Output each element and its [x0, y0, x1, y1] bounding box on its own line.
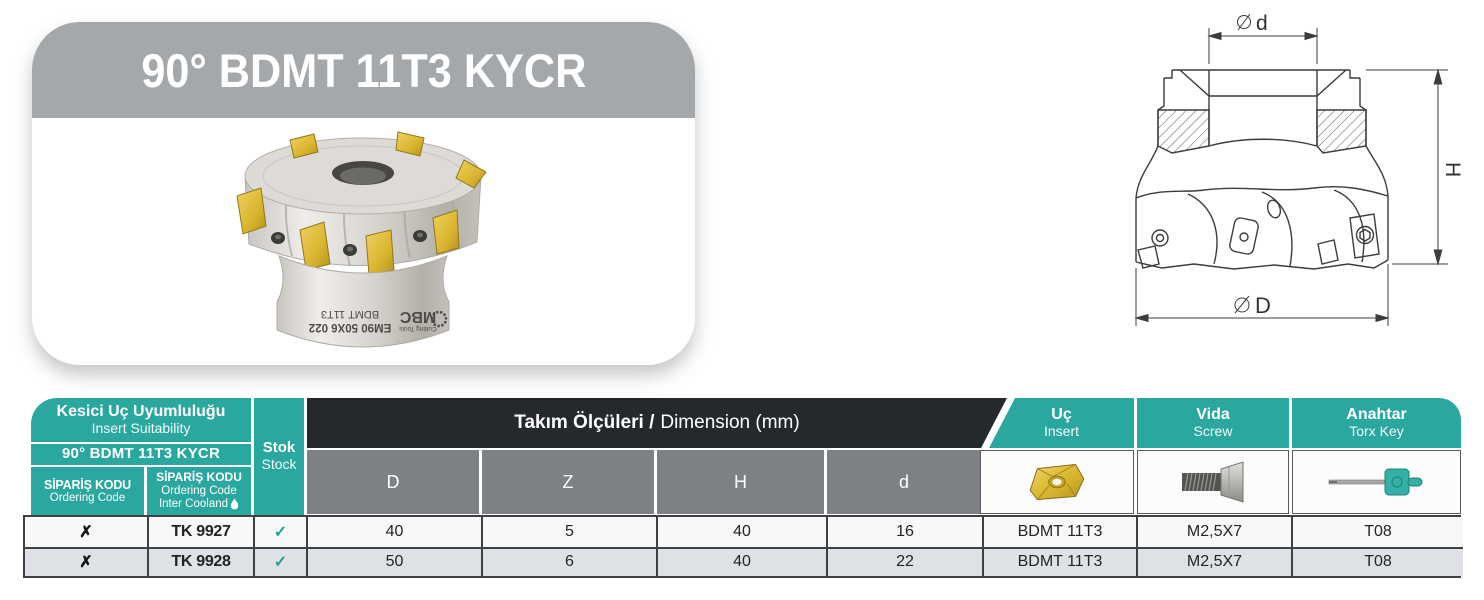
torx-key-photo [1328, 468, 1422, 496]
header-ordering-code: SİPARİŞ KODU Ordering Code [31, 467, 144, 515]
cell-H: 40 [656, 546, 826, 576]
cell-screw: M2,5X7 [1136, 546, 1291, 576]
logo-text: MBC [399, 308, 436, 325]
technical-drawing: d D H [1134, 12, 1464, 326]
cell-d: 22 [826, 546, 982, 576]
cell-insert: BDMT 11T3 [982, 546, 1136, 576]
cell-stock: ✓ [253, 546, 306, 576]
cell-suitability: ✗ [25, 517, 147, 547]
cell-D: 40 [306, 517, 481, 547]
header-dimensions: Takım Ölçüleri / Dimension (mm) [307, 398, 1007, 448]
header-product-code: 90° BDMT 11T3 KYCR [31, 444, 251, 465]
col-H-label: H [734, 471, 747, 492]
cell-Z: 6 [481, 546, 656, 576]
milling-cutter-photo: EM90 50X6 022 BDMT 11T3 Cutting Tools MB… [236, 131, 487, 348]
header-insert: Uç Insert [989, 398, 1134, 448]
marking-insert: BDMT 11T3 [321, 308, 379, 320]
screw-tr: Vida [1196, 406, 1230, 424]
logo-sub: Cutting Tools [399, 325, 437, 332]
header-screw: Vida Screw [1137, 398, 1289, 448]
stock-en: Stock [261, 456, 297, 473]
cell-Z: 5 [481, 517, 656, 547]
coolant-drop-icon [230, 498, 239, 510]
cell-torx-key: T08 [1291, 517, 1463, 547]
product-title-banner: 90° BDMT 11T3 KYCR [32, 22, 695, 118]
col-D-label: D [386, 471, 400, 492]
torx-key-en: Torx Key [1349, 423, 1404, 440]
insert-photo-cell [980, 450, 1134, 514]
col-Z-label: Z [562, 471, 574, 492]
product-code-text: 90° BDMT 11T3 KYCR [62, 445, 220, 463]
header-stock: Stok Stock [254, 398, 304, 515]
column-header-D: D [307, 450, 479, 514]
dimensions-en: Dimension (mm) [660, 412, 800, 433]
insert-suitability-en: Insert Suitability [91, 420, 191, 437]
insert-en: Insert [1043, 423, 1079, 440]
cell-insert: BDMT 11T3 [982, 517, 1136, 547]
cell-torx-key: T08 [1291, 546, 1463, 576]
col-d-label: d [898, 471, 909, 492]
column-header-Z: Z [482, 450, 654, 514]
screw-photo [1182, 461, 1244, 503]
ordering-code2-tr: SİPARİŞ KODU [156, 470, 242, 485]
torx-key-photo-cell [1292, 450, 1461, 514]
header-ordering-code-coolant: SİPARİŞ KODU Ordering Code Inter Cooland [147, 467, 251, 515]
cell-H: 40 [656, 517, 826, 547]
dimensions-tr: Takım Ölçüleri / [514, 412, 655, 433]
table-body: ✗ TK 9927 ✓ 40 5 40 16 BDMT 11T3 M2,5X7 … [23, 515, 1463, 578]
cell-ordering-code: TK 9927 [147, 517, 253, 547]
header-torx-key: Anahtar Torx Key [1292, 398, 1461, 448]
dim-d-label: d [1256, 12, 1268, 35]
ordering-code-tr: SİPARİŞ KODU [44, 477, 131, 492]
stock-tr: Stok [262, 439, 296, 457]
screw-photo-cell [1137, 450, 1289, 514]
cell-screw: M2,5X7 [1136, 517, 1291, 547]
cell-stock: ✓ [253, 517, 306, 547]
ordering-code2-en: Ordering Code [161, 484, 237, 497]
insert-suitability-tr: Kesici Uç Uyumluluğu [56, 403, 226, 421]
ordering-code-en: Ordering Code [49, 491, 126, 504]
dim-D-label: D [1255, 293, 1271, 318]
header-insert-suitability: Kesici Uç Uyumluluğu Insert Suitability [31, 398, 251, 442]
cell-d: 16 [826, 517, 982, 547]
cell-ordering-code: TK 9928 [147, 546, 253, 576]
screw-en: Screw [1193, 423, 1233, 440]
product-card: 90° BDMT 11T3 KYCR [32, 22, 695, 365]
insert-photo [1029, 463, 1085, 501]
product-title: 90° BDMT 11T3 KYCR [140, 43, 586, 97]
column-header-d: d [827, 450, 981, 514]
cell-suitability: ✗ [25, 546, 147, 576]
marking-code: EM90 50X6 022 [309, 321, 391, 333]
spec-table: Kesici Uç Uyumluluğu Insert Suitability … [23, 398, 1463, 579]
insert-tr: Uç [1051, 406, 1072, 424]
cell-D: 50 [306, 546, 481, 576]
torx-key-tr: Anahtar [1346, 406, 1407, 424]
column-header-H: H [657, 450, 824, 514]
dim-H-label: H [1441, 162, 1464, 177]
logo-gear-icon [430, 310, 448, 328]
inter-coolant-label: Inter Cooland [158, 497, 229, 510]
